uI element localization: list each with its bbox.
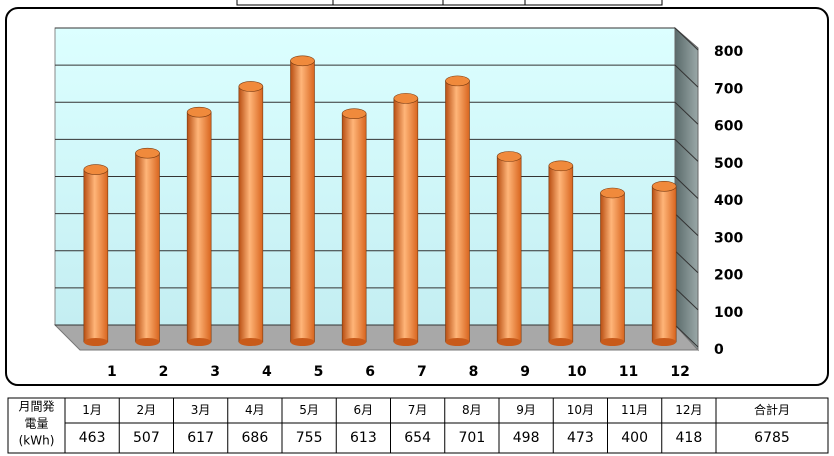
y-tick-label: 400 (714, 193, 743, 209)
bar-base (187, 338, 212, 346)
cell-value: 473 (567, 430, 594, 446)
cell-value: 701 (459, 430, 486, 446)
cell-value: 654 (404, 430, 431, 446)
bar-cap (496, 151, 522, 162)
bar-cap (341, 108, 367, 119)
x-tick-label: 9 (520, 364, 530, 380)
side-grid-line (674, 64, 699, 88)
bar (496, 156, 522, 343)
bar-base (135, 338, 160, 346)
cell-value: 755 (296, 430, 323, 446)
bar-cap (600, 187, 625, 199)
bar (445, 80, 470, 343)
bar-cap (290, 55, 315, 67)
x-tick-label: 3 (210, 364, 220, 380)
side-grid-line (674, 139, 699, 162)
x-tick-label: 2 (159, 364, 169, 380)
column-header: 7月 (408, 403, 428, 417)
column-header: 10月 (567, 403, 594, 417)
bar-cap (186, 106, 212, 118)
y-tick-label: 300 (714, 230, 743, 246)
bar (135, 152, 160, 343)
row-header: (kWh) (19, 434, 55, 448)
bar-base (393, 338, 418, 346)
column-header: 9月 (516, 403, 536, 417)
y-tick-label: 200 (714, 268, 743, 284)
column-header: 5月 (299, 403, 319, 417)
bar-cap (651, 180, 677, 192)
table-border (7, 397, 829, 454)
side-grid-line (674, 176, 699, 199)
top-table-fragment (236, 0, 663, 6)
total-value: 6785 (754, 430, 790, 446)
side-grid-line (674, 101, 699, 125)
bar (83, 169, 109, 343)
bar (651, 185, 677, 343)
bar-base (342, 338, 367, 346)
bar (341, 113, 367, 343)
cell-value: 400 (621, 430, 648, 446)
column-header: 1月 (82, 403, 102, 417)
side-grid-line (674, 287, 699, 311)
x-tick-label: 12 (670, 364, 689, 380)
cell-value: 463 (79, 430, 106, 446)
y-tick-label: 800 (714, 44, 743, 60)
row-header: 電量 (24, 417, 48, 431)
bar-base (445, 338, 470, 346)
bar-base (497, 338, 522, 346)
bar-cap (548, 160, 574, 172)
bar (600, 192, 625, 343)
x-tick-label: 4 (262, 364, 272, 380)
cell-value: 617 (187, 430, 214, 446)
bar (393, 98, 419, 343)
column-header: 12月 (675, 403, 702, 417)
bar-base (290, 338, 315, 346)
row-header: 月間発 (18, 400, 54, 414)
y-tick-label: 100 (714, 305, 743, 321)
x-tick-label: 5 (314, 364, 324, 380)
bar (186, 111, 212, 343)
bar-base (238, 338, 263, 346)
side-grid-line (674, 250, 699, 274)
bar-base (652, 338, 677, 346)
column-header: 4月 (245, 403, 265, 417)
x-tick-label: 1 (107, 364, 117, 380)
bar (548, 165, 574, 343)
bar-cap (238, 81, 264, 92)
y-tick-label: 700 (714, 81, 743, 97)
column-header: 8月 (462, 403, 482, 417)
cell-value: 498 (513, 430, 540, 446)
column-header: 3月 (191, 403, 211, 417)
column-header: 11月 (621, 403, 648, 417)
bar-base (83, 338, 108, 346)
side-grid-line (674, 324, 699, 348)
x-tick-label: 7 (417, 364, 427, 380)
bar (290, 60, 315, 343)
column-header: 6月 (354, 403, 374, 417)
bar-base (548, 338, 573, 346)
y-tick-label: 0 (714, 342, 724, 358)
y-tick-label: 500 (714, 156, 743, 172)
bar (238, 86, 264, 343)
bar-cap (135, 147, 160, 159)
column-header: 合計月 (754, 402, 790, 417)
y-tick-label: 600 (714, 119, 743, 135)
x-tick-label: 10 (567, 364, 587, 380)
x-tick-label: 6 (365, 364, 375, 380)
x-tick-label: 8 (469, 364, 479, 380)
bar-cap (393, 93, 419, 104)
bar-cap (83, 164, 109, 175)
side-grid-line (674, 213, 699, 236)
x-tick-label: 11 (619, 364, 638, 380)
cell-value: 507 (133, 430, 160, 446)
cell-value: 418 (676, 430, 703, 446)
cell-value: 686 (242, 430, 269, 446)
side-grid-line (674, 27, 699, 51)
column-header: 2月 (137, 403, 157, 417)
bar-base (600, 338, 625, 346)
bar-cap (445, 75, 470, 87)
cell-value: 613 (350, 430, 377, 446)
